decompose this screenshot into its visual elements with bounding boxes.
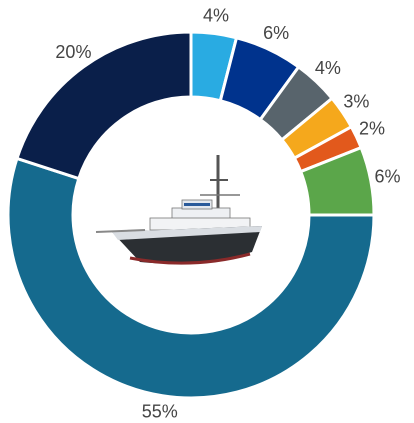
donut-segment: [15, 30, 193, 181]
donut: [6, 30, 376, 400]
value-label: 4%: [315, 58, 341, 78]
donut-segment: [6, 156, 376, 400]
value-label: 4%: [203, 5, 229, 25]
value-label: 55%: [142, 401, 178, 421]
value-label: 6%: [374, 166, 400, 186]
value-label: 20%: [55, 42, 91, 62]
value-label: 3%: [343, 91, 369, 111]
value-label: 2%: [359, 119, 385, 139]
value-label: 6%: [263, 23, 289, 43]
ship-illustration: [95, 155, 262, 265]
